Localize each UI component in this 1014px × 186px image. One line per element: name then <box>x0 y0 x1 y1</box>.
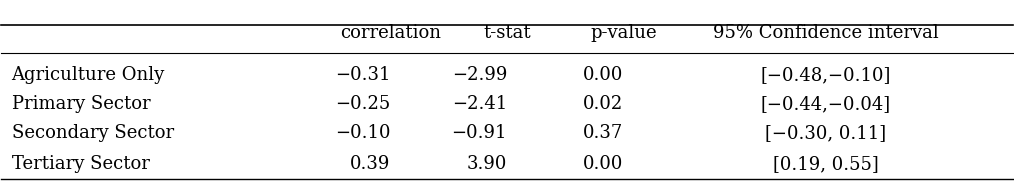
Text: −0.25: −0.25 <box>336 95 390 113</box>
Text: −2.99: −2.99 <box>451 66 507 84</box>
Text: 0.00: 0.00 <box>583 155 624 174</box>
Text: 0.02: 0.02 <box>583 95 624 113</box>
Text: −0.31: −0.31 <box>336 66 390 84</box>
Text: [−0.48,−0.10]: [−0.48,−0.10] <box>760 66 890 84</box>
Text: −0.91: −0.91 <box>451 124 507 142</box>
Text: −2.41: −2.41 <box>452 95 507 113</box>
Text: p-value: p-value <box>590 24 657 42</box>
Text: Secondary Sector: Secondary Sector <box>11 124 173 142</box>
Text: Primary Sector: Primary Sector <box>11 95 150 113</box>
Text: [−0.30, 0.11]: [−0.30, 0.11] <box>765 124 886 142</box>
Text: 0.39: 0.39 <box>350 155 390 174</box>
Text: Tertiary Sector: Tertiary Sector <box>11 155 149 174</box>
Text: 0.37: 0.37 <box>583 124 624 142</box>
Text: 3.90: 3.90 <box>466 155 507 174</box>
Text: [0.19, 0.55]: [0.19, 0.55] <box>773 155 878 174</box>
Text: −0.10: −0.10 <box>336 124 390 142</box>
Text: 95% Confidence interval: 95% Confidence interval <box>713 24 938 42</box>
Text: t-stat: t-stat <box>484 24 530 42</box>
Text: Agriculture Only: Agriculture Only <box>11 66 164 84</box>
Text: 0.00: 0.00 <box>583 66 624 84</box>
Text: [−0.44,−0.04]: [−0.44,−0.04] <box>760 95 890 113</box>
Text: correlation: correlation <box>341 24 441 42</box>
